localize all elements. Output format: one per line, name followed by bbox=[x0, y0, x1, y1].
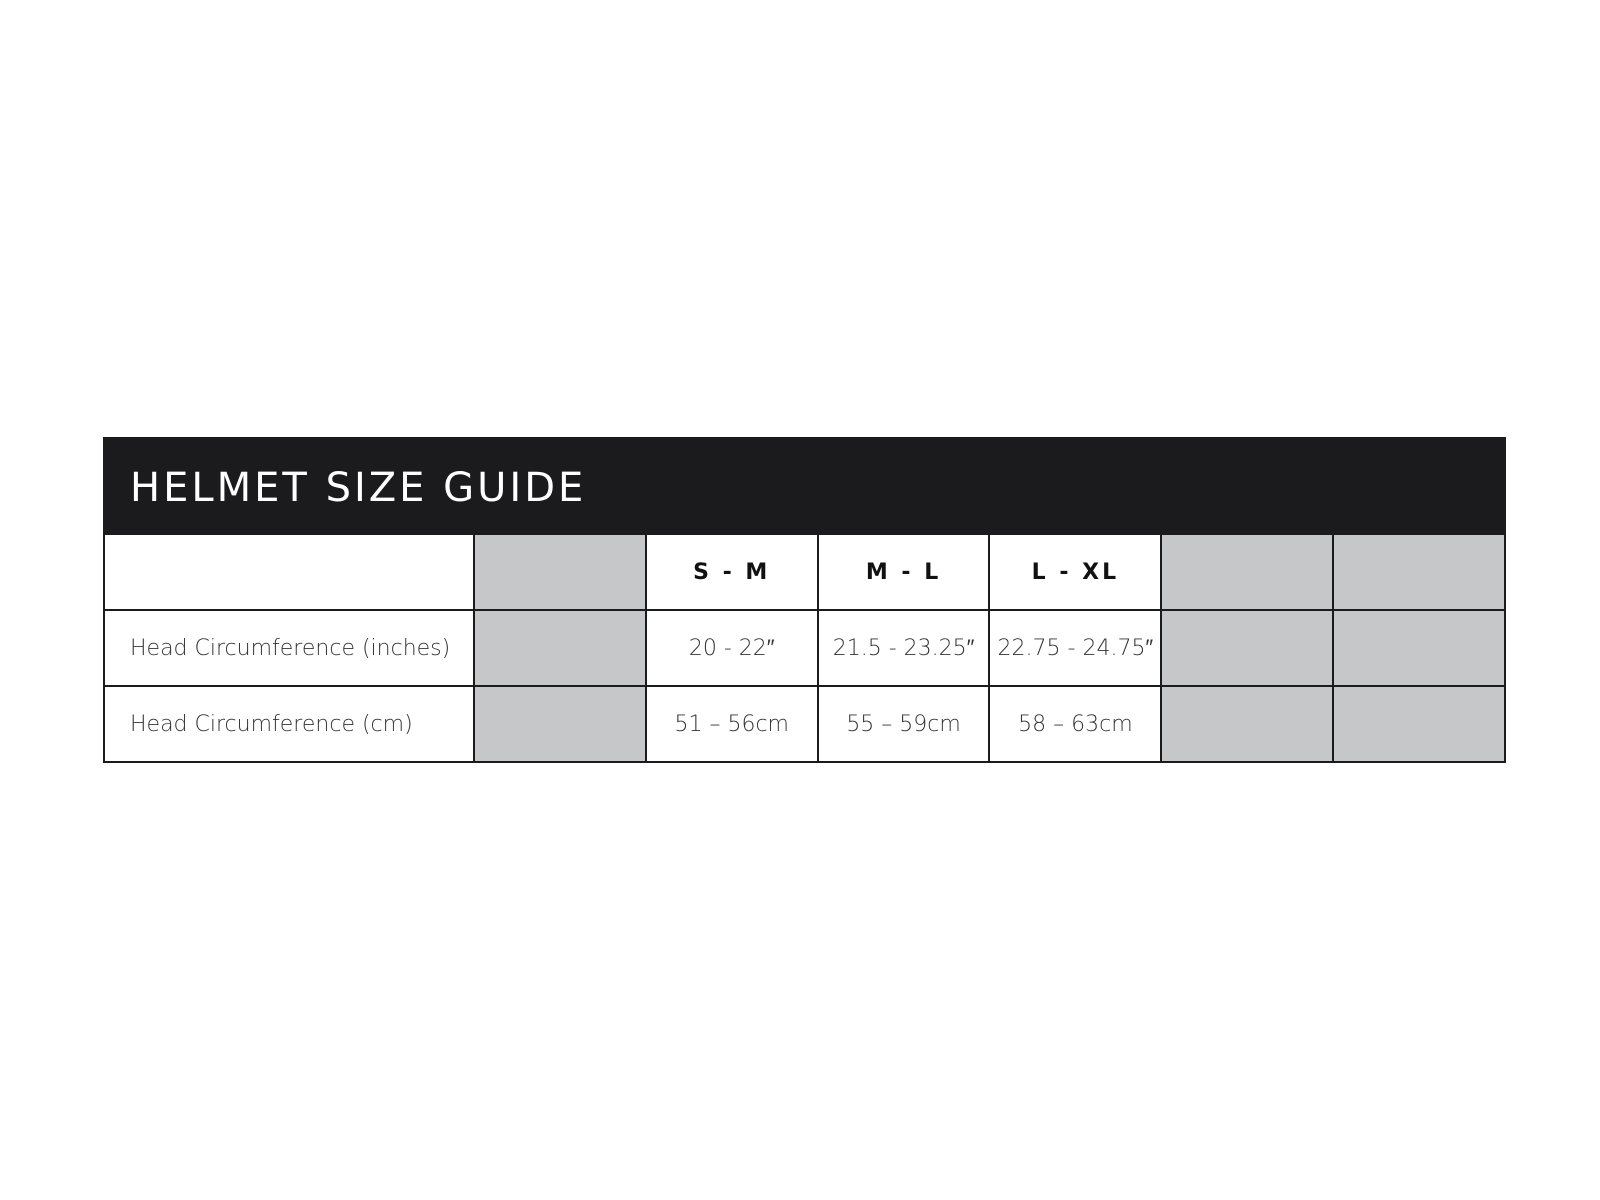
header-cell-empty bbox=[103, 533, 475, 611]
table-cell bbox=[473, 609, 647, 687]
row-label: Head Circumference (cm) bbox=[103, 685, 475, 763]
helmet-size-guide: HELMET SIZE GUIDE S - M M - L L - XL Hea… bbox=[103, 437, 1506, 763]
table-cell: 55 – 59cm bbox=[816, 685, 991, 763]
table-cell: 22.75 - 24.75″ bbox=[988, 609, 1163, 687]
table-cell: 51 – 56cm bbox=[644, 685, 819, 763]
header-cell-size: M - L bbox=[816, 533, 991, 611]
row-label: Head Circumference (inches) bbox=[103, 609, 475, 687]
table-row: Head Circumference (inches) 20 - 22″ 21.… bbox=[103, 609, 1506, 687]
table-cell: 21.5 - 23.25″ bbox=[816, 609, 991, 687]
header-cell-empty bbox=[1160, 533, 1335, 611]
table-cell: 58 – 63cm bbox=[988, 685, 1163, 763]
guide-title: HELMET SIZE GUIDE bbox=[130, 465, 587, 511]
guide-header: HELMET SIZE GUIDE bbox=[103, 437, 1506, 533]
header-cell-size: L - XL bbox=[988, 533, 1163, 611]
table-cell bbox=[473, 685, 647, 763]
table-cell bbox=[1160, 685, 1335, 763]
table-row: Head Circumference (cm) 51 – 56cm 55 – 5… bbox=[103, 685, 1506, 763]
table-cell bbox=[1332, 609, 1506, 687]
table-cell: 20 - 22″ bbox=[644, 609, 819, 687]
size-table: S - M M - L L - XL Head Circumference (i… bbox=[103, 533, 1506, 763]
header-cell-empty bbox=[1332, 533, 1506, 611]
header-cell-size: S - M bbox=[644, 533, 819, 611]
table-cell bbox=[1160, 609, 1335, 687]
table-cell bbox=[1332, 685, 1506, 763]
header-cell-empty bbox=[473, 533, 647, 611]
table-header-row: S - M M - L L - XL bbox=[103, 533, 1506, 611]
